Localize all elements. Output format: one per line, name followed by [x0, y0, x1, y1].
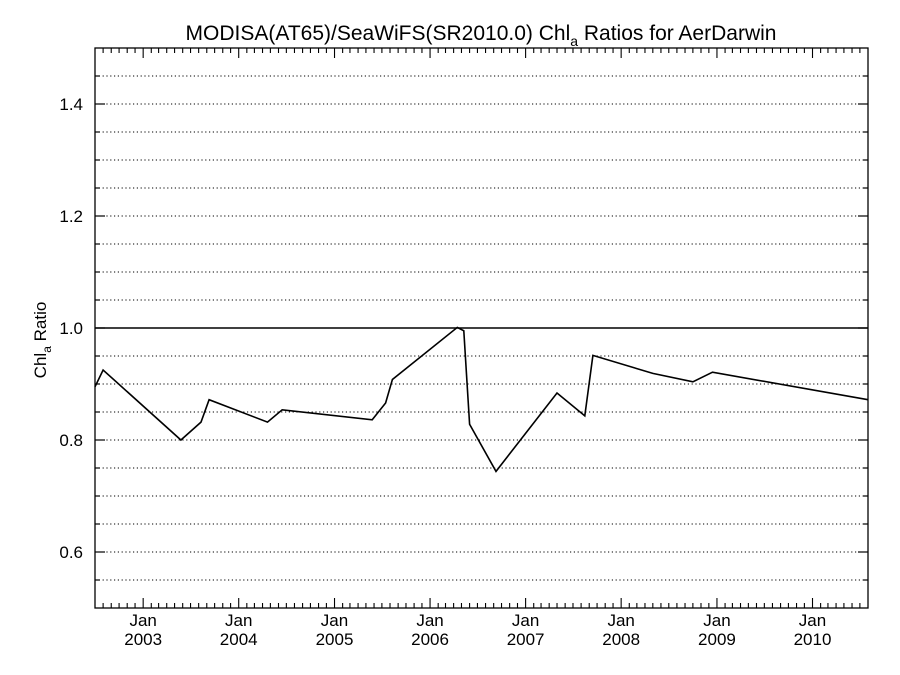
x-axis: Jan2003Jan2004Jan2005Jan2006Jan2007Jan20… [102, 48, 861, 649]
y-axis-label-base: Chl [31, 353, 50, 379]
x-tick-label-year: 2008 [602, 630, 640, 649]
y-tick-label: 1.4 [59, 95, 83, 114]
x-tick-label-month: Jan [129, 611, 156, 630]
y-tick-label: 1.0 [59, 319, 83, 338]
chart-title-subscript: a [570, 33, 578, 49]
y-tick-label: 0.6 [59, 543, 83, 562]
x-tick-label-year: 2007 [507, 630, 545, 649]
y-axis-label: Chla Ratio [31, 302, 54, 379]
chart-title: MODISA(AT65)/SeaWiFS(SR2010.0) Chla Rati… [186, 22, 777, 49]
x-tick-label-year: 2005 [316, 630, 354, 649]
y-axis: 0.6 0.8 1.0 1.2 1.4 [59, 75, 868, 581]
x-tick-label-month: Jan [799, 611, 826, 630]
y-tick-label: 0.8 [59, 431, 83, 450]
x-tick-label-month: Jan [225, 611, 252, 630]
x-tick-label-month: Jan [512, 611, 539, 630]
x-tick-label-month: Jan [416, 611, 443, 630]
x-tick-label-month: Jan [321, 611, 348, 630]
y-axis-label-suffix: Ratio [31, 302, 50, 346]
x-tick-label-year: 2003 [124, 630, 162, 649]
x-tick-label-year: 2009 [698, 630, 736, 649]
chart-title-suffix: Ratios for AerDarwin [578, 22, 776, 45]
x-tick-label-month: Jan [607, 611, 634, 630]
plot-frame [94, 47, 869, 609]
data-series [94, 326, 869, 473]
x-tick-label-year: 2006 [411, 630, 449, 649]
x-tick-label-month: Jan [703, 611, 730, 630]
chart-title-prefix: MODISA(AT65)/SeaWiFS(SR2010.0) Chl [186, 22, 571, 45]
y-axis-label-subscript: a [40, 346, 54, 353]
x-tick-label-year: 2010 [794, 630, 832, 649]
series-line [94, 326, 869, 473]
y-tick-label: 1.2 [59, 207, 83, 226]
x-tick-label-year: 2004 [220, 630, 258, 649]
